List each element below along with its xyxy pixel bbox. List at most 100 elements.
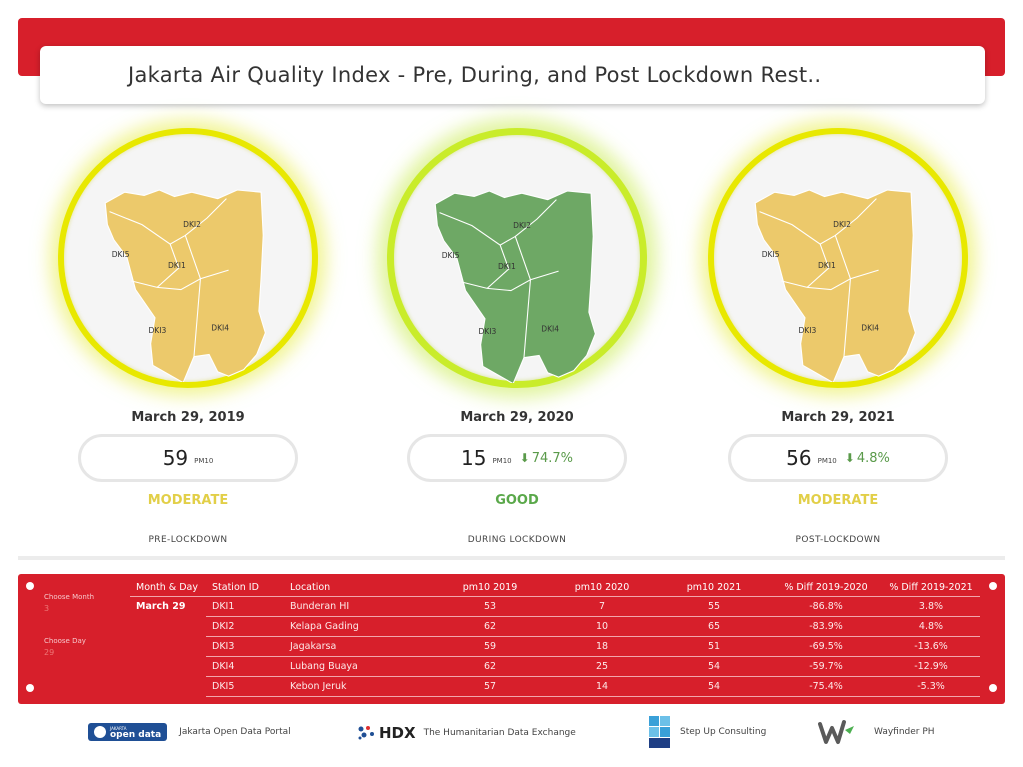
table-cell: 59 bbox=[434, 636, 546, 657]
corner-dot bbox=[989, 684, 997, 692]
map-label-dki2: DKI2 bbox=[513, 221, 531, 230]
open-data-small-text: JAKARTA bbox=[110, 726, 127, 731]
hdx-badge: HDX bbox=[379, 724, 416, 742]
table-cell: -12.9% bbox=[882, 656, 980, 677]
table-cell: 25 bbox=[546, 656, 658, 677]
map-label-dki1: DKI1 bbox=[168, 261, 186, 270]
map-label-dki1: DKI1 bbox=[818, 261, 836, 270]
table-cell: -69.5% bbox=[770, 636, 882, 657]
column-header[interactable]: pm10 2019 bbox=[434, 580, 546, 597]
table-cell: -13.6% bbox=[882, 636, 980, 657]
column-header[interactable]: pm10 2020 bbox=[546, 580, 658, 597]
wayfinder-label: Wayfinder PH bbox=[874, 727, 935, 737]
table-cell: 10 bbox=[546, 616, 658, 637]
aqi-ring: DKI2 DKI5 DKI1 DKI3 DKI4 bbox=[708, 128, 968, 388]
section-divider bbox=[18, 556, 1005, 560]
table-row: DKI2 Kelapa Gading 62 10 65 -83.9% 4.8% bbox=[130, 616, 980, 637]
column-header[interactable]: % Diff 2019-2021 bbox=[882, 580, 980, 597]
jakarta-map: DKI2 DKI5 DKI1 DKI3 DKI4 bbox=[434, 190, 596, 383]
pm10-value: 59 bbox=[162, 446, 189, 470]
table-row: DKI5 Kebon Jeruk 57 14 54 -75.4% -5.3% bbox=[130, 676, 980, 697]
column-header[interactable]: Month & Day bbox=[130, 580, 206, 597]
column-header[interactable]: % Diff 2019-2020 bbox=[770, 580, 882, 597]
aqi-ring: DKI2 DKI5 DKI1 DKI3 DKI4 bbox=[387, 128, 647, 388]
open-data-icon bbox=[94, 726, 106, 738]
table-cell: 51 bbox=[658, 636, 770, 657]
lockdown-phase: POST-LOCKDOWN bbox=[795, 535, 881, 545]
map-shape bbox=[754, 189, 916, 382]
map-label-dki4: DKI4 bbox=[541, 325, 559, 334]
table-cell: DKI1 bbox=[206, 596, 284, 617]
open-data-badge: JAKARTA open data bbox=[88, 723, 168, 741]
choose-day-value[interactable]: 29 bbox=[44, 648, 55, 657]
table-cell: -83.9% bbox=[770, 616, 882, 637]
month-day-cell bbox=[130, 616, 206, 636]
footer-logos: JAKARTA open data Jakarta Open Data Port… bbox=[0, 712, 1023, 762]
map-shape bbox=[434, 190, 596, 383]
map-label-dki3: DKI3 bbox=[799, 326, 817, 335]
column-header[interactable]: pm10 2021 bbox=[658, 580, 770, 597]
arrow-down-icon: ⬇ bbox=[844, 451, 855, 465]
table-cell: -86.8% bbox=[770, 596, 882, 617]
table-cell: 62 bbox=[434, 656, 546, 677]
step-up-logo[interactable]: Step Up Consulting bbox=[648, 715, 766, 749]
hdx-logo[interactable]: HDX The Humanitarian Data Exchange bbox=[357, 724, 576, 742]
aqi-value-pill: 56 PM10 ⬇ 4.8% bbox=[728, 434, 948, 482]
lockdown-phase: DURING LOCKDOWN bbox=[467, 535, 567, 545]
aqi-ring: DKI2 DKI5 DKI1 DKI3 DKI4 bbox=[58, 128, 318, 388]
map-label-dki4: DKI4 bbox=[211, 324, 229, 333]
table-body: March 29 DKI1 Bunderan HI 53 7 55 -86.8% 3.8% DK… bbox=[130, 596, 980, 697]
hdx-label: The Humanitarian Data Exchange bbox=[423, 728, 576, 738]
aqi-status: GOOD bbox=[495, 493, 539, 508]
pm10-value: 15 bbox=[461, 446, 487, 470]
choose-month-value[interactable]: 3 bbox=[44, 604, 50, 613]
data-table-panel: Choose Month 3 Choose Day 29 Month & Day… bbox=[18, 574, 1005, 704]
arrow-down-icon: ⬇ bbox=[519, 451, 530, 465]
wayfinder-logo[interactable]: Wayfinder PH bbox=[818, 718, 935, 746]
month-day-cell bbox=[130, 676, 206, 696]
pm10-unit: PM10 bbox=[194, 457, 214, 465]
table-cell: 57 bbox=[434, 676, 546, 697]
aqi-table: Month & Day Station ID Location pm10 2019 pm… bbox=[130, 580, 980, 697]
corner-dot bbox=[26, 684, 34, 692]
table-cell: DKI5 bbox=[206, 676, 284, 697]
corner-dot bbox=[989, 582, 997, 590]
table-cell: DKI3 bbox=[206, 636, 284, 657]
jakarta-map: DKI2 DKI5 DKI1 DKI3 DKI4 bbox=[104, 189, 266, 382]
column-header[interactable]: Station ID bbox=[206, 580, 284, 597]
map-label-dki3: DKI3 bbox=[149, 326, 167, 335]
table-cell: Kebon Jeruk bbox=[284, 676, 434, 697]
title-card: Jakarta Air Quality Index - Pre, During,… bbox=[40, 46, 985, 104]
table-cell: 54 bbox=[658, 656, 770, 677]
map-label-dki5: DKI5 bbox=[762, 250, 780, 259]
table-cell: Kelapa Gading bbox=[284, 616, 434, 637]
table-cell: DKI2 bbox=[206, 616, 284, 637]
change-indicator: ⬇ 74.7% bbox=[520, 451, 573, 466]
jakarta-open-data-logo[interactable]: JAKARTA open data Jakarta Open Data Port… bbox=[88, 723, 291, 741]
pm10-unit: PM10 bbox=[817, 457, 837, 465]
map-label-dki3: DKI3 bbox=[479, 327, 497, 336]
panel-pre-lockdown: DKI2 DKI5 DKI1 DKI3 DKI4 March 29, 2019 59 P… bbox=[28, 118, 348, 558]
table-row: DKI3 Jagakarsa 59 18 51 -69.5% -13.6% bbox=[130, 636, 980, 657]
panel-date: March 29, 2019 bbox=[131, 410, 245, 425]
table-cell: 65 bbox=[658, 616, 770, 637]
change-indicator: ⬇ 4.8% bbox=[845, 451, 890, 466]
table-cell: 53 bbox=[434, 596, 546, 617]
aqi-value-pill: 15 PM10 ⬇ 74.7% bbox=[407, 434, 627, 482]
aqi-status: MODERATE bbox=[147, 493, 229, 508]
pm10-unit: PM10 bbox=[492, 457, 512, 465]
hdx-dots-icon bbox=[358, 726, 374, 740]
column-header[interactable]: Location bbox=[284, 580, 434, 597]
table-cell: 3.8% bbox=[882, 596, 980, 617]
panel-during-lockdown: DKI2 DKI5 DKI1 DKI3 DKI4 March 29, 2020 15 P… bbox=[357, 118, 677, 558]
table-cell: 55 bbox=[658, 596, 770, 617]
month-day-cell bbox=[130, 656, 206, 676]
table-cell: -75.4% bbox=[770, 676, 882, 697]
map-label-dki2: DKI2 bbox=[833, 220, 851, 229]
table-cell: 18 bbox=[546, 636, 658, 657]
map-label-dki5: DKI5 bbox=[112, 250, 130, 259]
change-percent: 4.8% bbox=[856, 450, 890, 466]
map-label-dki5: DKI5 bbox=[442, 251, 460, 260]
page-title: Jakarta Air Quality Index - Pre, During,… bbox=[128, 63, 822, 87]
corner-dot bbox=[26, 582, 34, 590]
